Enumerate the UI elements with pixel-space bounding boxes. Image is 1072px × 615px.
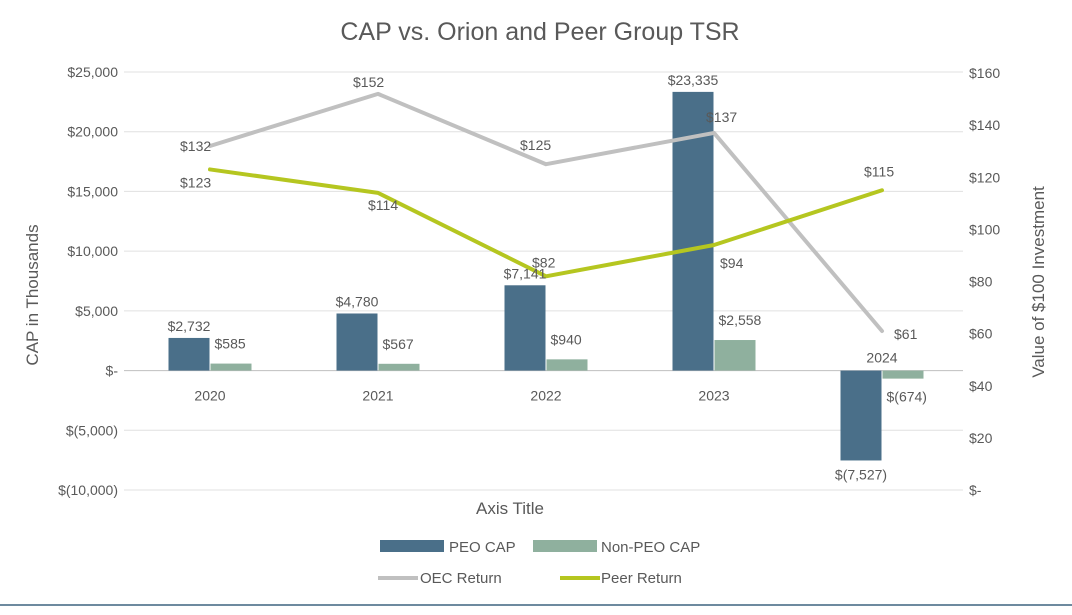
peo-cap-data-label: $(7,527) [835,466,887,482]
legend-item-oec-return: OEC Return [378,570,502,587]
non-peo-cap-bar [210,363,252,371]
y-right-tick-label: $60 [969,326,993,342]
non-peo-cap-bar [714,340,756,371]
non-peo-cap-data-label: $567 [383,336,414,352]
y-left-tick-label: $20,000 [67,124,118,140]
non-peo-cap-bar [378,363,420,371]
y-left-tick-label: $25,000 [67,64,118,80]
non-peo-cap-bar [546,359,588,371]
legend-item-peer-return: Peer Return [560,570,682,587]
peer-return-line [208,167,884,279]
x-category-label: 2021 [362,388,393,404]
oec-return-data-label: $132 [180,138,211,154]
peer-return-data-label: $114 [368,197,398,213]
legend-swatch-peo-cap [380,540,444,552]
y-right-tick-label: $120 [969,169,1000,185]
x-category-label: 2023 [698,388,729,404]
non-peo-cap-data-label: $940 [551,331,582,347]
legend: PEO CAP Non-PEO CAP OEC Return Peer Retu… [378,539,700,587]
peo-cap-data-label: $23,335 [668,72,719,88]
non-peo-cap-data-label: $(674) [887,389,927,405]
chart-title: CAP vs. Orion and Peer Group TSR [340,18,739,46]
legend-item-non-peo-cap: Non-PEO CAP [533,539,700,556]
y-left-tick-label: $(5,000) [66,422,118,438]
oec-return-data-label: $61 [894,326,918,342]
legend-item-peo-cap: PEO CAP [380,539,516,556]
y-left-tick-label: $(10,000) [58,482,118,498]
y-axis-right-ticks: $160 $140 $120 $100 $80 $60 $40 $20 $- [969,65,1000,498]
peo-cap-bar [504,285,546,371]
oec-return-data-label: $152 [353,74,384,90]
y-right-tick-label: $80 [969,274,993,290]
peo-cap-data-label: $4,780 [336,293,379,309]
peo-cap-data-label: $7,141 [504,265,547,281]
y-right-tick-label: $160 [969,65,1000,81]
y-axis-right-label: Value of $100 Investment [1029,186,1048,378]
legend-swatch-non-peo-cap [533,540,597,552]
non-peo-cap-data-label: $585 [215,336,246,352]
non-peo-cap-bar [882,370,924,379]
x-axis-category-labels: 2020 2021 2022 2023 2024 [194,350,897,404]
legend-label-non-peo-cap: Non-PEO CAP [601,539,700,556]
y-left-tick-label: $5,000 [75,303,118,319]
y-right-tick-label: $40 [969,378,993,394]
y-axis-left-ticks: $25,000 $20,000 $15,000 $10,000 $5,000 $- $(5,… [58,64,118,498]
peo-cap-data-label: $2,732 [168,318,211,334]
y-left-tick-label: $10,000 [67,243,118,259]
legend-label-oec-return: OEC Return [420,570,502,587]
peer-return-data-label: $115 [864,163,894,179]
bottom-divider [0,604,1072,606]
peo-cap-bar [840,370,882,461]
x-axis-title: Axis Title [476,499,544,518]
peer-return-data-label: $123 [180,174,211,190]
y-right-tick-label: $- [969,482,982,498]
y-right-tick-label: $20 [969,430,993,446]
x-category-label: 2024 [866,350,897,366]
peer-return-data-label: $94 [720,255,744,271]
peo-cap-bar [336,313,378,371]
peo-cap-bar [168,337,210,371]
legend-label-peo-cap: PEO CAP [449,539,516,556]
oec-return-data-label: $125 [520,137,551,153]
y-axis-left-label: CAP in Thousands [23,224,42,365]
oec-return-line [208,91,884,334]
non-peo-cap-data-label: $2,558 [719,312,762,328]
y-left-tick-label: $- [106,363,119,379]
line-series-group [208,91,884,334]
data-labels: $2,732$585 $4,780 $567 $7,141 $940 $23,335 $2,… [168,72,927,483]
x-category-label: 2020 [194,388,225,404]
peer-return-data-label: $82 [532,254,556,270]
y-left-tick-label: $15,000 [67,183,118,199]
legend-label-peer-return: Peer Return [601,570,682,587]
x-category-label: 2022 [530,388,561,404]
y-right-tick-label: $100 [969,221,1000,237]
y-right-tick-label: $140 [969,117,1000,133]
oec-return-data-label: $137 [706,109,737,125]
